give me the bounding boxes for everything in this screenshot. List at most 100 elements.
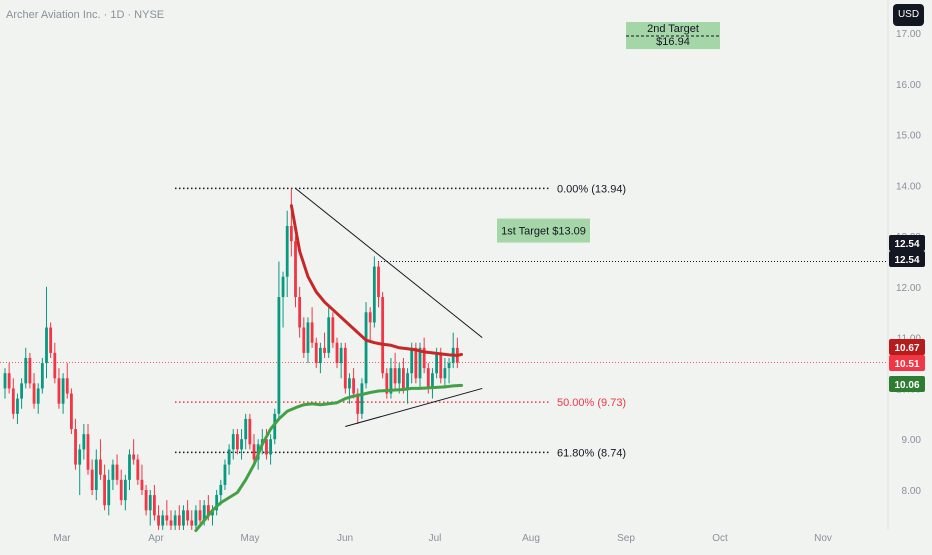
candle-body (107, 479, 111, 506)
candle-body (49, 327, 53, 353)
x-tick-label: Apr (148, 533, 164, 544)
ema-fast-line (289, 204, 463, 357)
candle-body (360, 383, 364, 414)
x-tick-label: Sep (617, 533, 635, 544)
price-badge (889, 251, 925, 267)
candle-body (144, 490, 148, 511)
candle-body (206, 505, 210, 516)
candle-body (397, 368, 401, 384)
candle-body (223, 464, 227, 485)
candle-body (252, 444, 256, 460)
candle-body (227, 449, 231, 465)
target-2-label-line1: 2nd Target (647, 23, 699, 35)
candle-body (140, 479, 144, 490)
x-tick-label: Oct (712, 533, 728, 544)
candle-body (90, 469, 94, 490)
candle-body (414, 347, 418, 379)
candle-body (327, 317, 331, 353)
candle-body (381, 297, 385, 374)
y-tick-label: 8.00 (902, 486, 922, 497)
candle-body (7, 373, 11, 389)
candle-body (310, 322, 314, 343)
candle-body (385, 373, 389, 394)
candle-body (289, 225, 293, 242)
price-badge (889, 235, 925, 251)
candle-body (389, 368, 393, 394)
candle-body (123, 479, 127, 501)
price-badge-label: 12.54 (894, 239, 919, 250)
annotations-layer: 0.00% (13.94) 50.00% (9.73) 61.80% (8.74) 1… (497, 22, 720, 459)
candle-body (28, 357, 32, 384)
ema-slow-line (194, 383, 463, 533)
candle-body (194, 510, 198, 526)
candle-body (78, 449, 82, 465)
candle-body (94, 459, 98, 490)
candle-body (169, 520, 173, 526)
candle-body (202, 505, 206, 521)
candle-body (352, 378, 355, 394)
candle-body (20, 383, 23, 399)
candle-body (314, 342, 318, 364)
candle-body (364, 312, 368, 384)
candle-body (277, 297, 281, 414)
y-tick-label: 15.00 (896, 131, 921, 142)
candle-body (393, 368, 397, 384)
price-badge-label: 10.51 (894, 359, 919, 370)
candle-body (177, 515, 181, 526)
candle-body (443, 368, 447, 379)
candle-body (377, 266, 380, 298)
candle-body (244, 418, 248, 440)
candle-body (99, 459, 102, 475)
target-2-label-line2: $16.94 (656, 36, 690, 48)
y-tick-label: 17.00 (896, 29, 921, 40)
candle-body (348, 378, 351, 389)
candle-body (294, 241, 297, 298)
y-tick-label: 9.00 (902, 435, 922, 446)
candle-body (281, 276, 285, 298)
price-badge-label: 10.67 (894, 343, 919, 354)
candle-body (431, 373, 434, 389)
candle-body (157, 515, 160, 526)
candle-body (265, 439, 268, 455)
time-axis[interactable]: Mar Apr May Jun Jul Aug Sep Oct Nov (53, 533, 832, 544)
y-tick-label: 14.00 (896, 181, 921, 192)
price-badge (889, 355, 925, 371)
candle-body (11, 388, 15, 414)
candle-body (148, 495, 152, 511)
price-badge-label: 12.54 (894, 255, 919, 266)
candle-body (165, 515, 169, 521)
levels-layer (0, 187, 888, 454)
candle-body (447, 363, 451, 369)
candle-body (186, 510, 189, 521)
candle-body (248, 418, 252, 445)
fib-50-label: 50.00% (9.73) (557, 397, 626, 409)
candle-body (70, 393, 73, 430)
triangle-upper-line (295, 187, 483, 339)
price-badge (889, 339, 925, 355)
x-tick-label: Aug (522, 533, 540, 544)
candle-body (236, 434, 239, 450)
candle-body (219, 484, 223, 496)
candle-body (298, 297, 302, 328)
candle-body (335, 342, 339, 364)
y-tick-label: 12.00 (896, 283, 921, 294)
candle-body (372, 266, 376, 323)
candle-body (402, 368, 405, 389)
candle-body (82, 434, 86, 450)
candle-body (198, 510, 202, 521)
fib-618-label: 61.80% (8.74) (557, 447, 626, 459)
currency-button[interactable]: USD (893, 4, 924, 26)
candle-body (406, 373, 409, 389)
candle-body (74, 429, 77, 465)
candle-body (136, 459, 140, 480)
candle-body (273, 413, 277, 440)
candle-body (3, 373, 7, 389)
candle-body (439, 352, 443, 379)
candle-body (190, 520, 194, 526)
price-badge (889, 376, 925, 392)
candle-body (24, 357, 28, 384)
candle-body (426, 368, 430, 389)
candle-body (285, 225, 289, 277)
price-badge-label: 10.06 (894, 380, 919, 391)
